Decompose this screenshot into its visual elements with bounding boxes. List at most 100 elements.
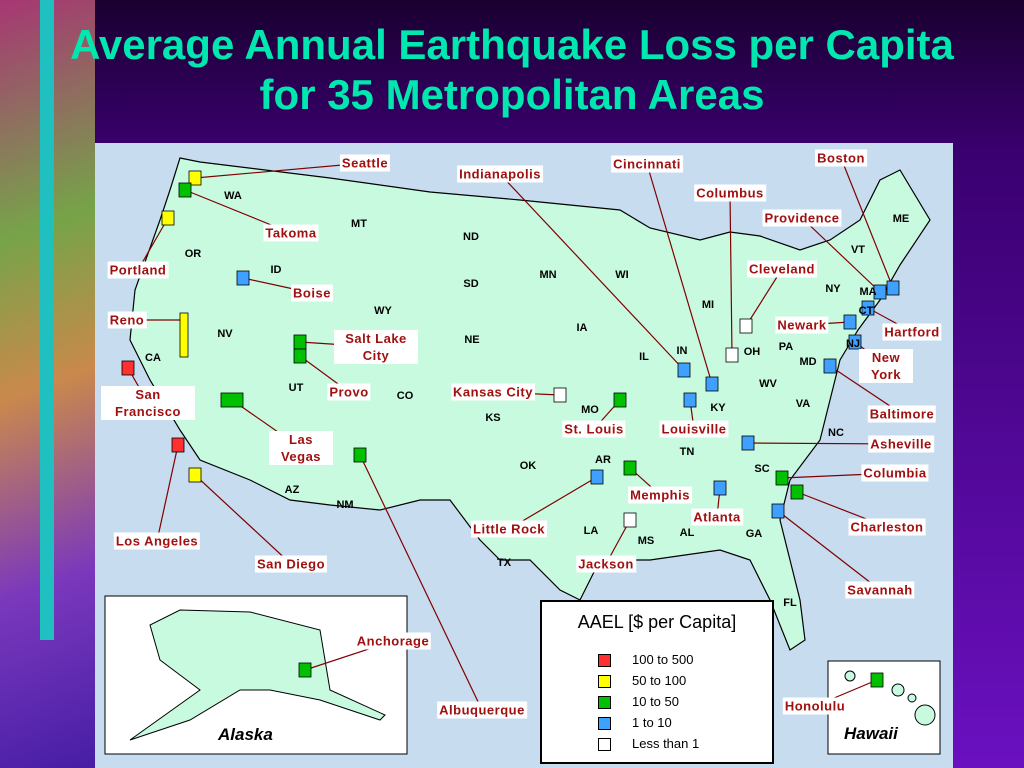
city-label: Portland bbox=[107, 261, 169, 279]
city-label: Reno bbox=[107, 311, 147, 329]
legend-label: 1 to 10 bbox=[632, 715, 672, 730]
state-label: NY bbox=[825, 283, 841, 295]
city-marker bbox=[870, 672, 884, 688]
leader-line bbox=[745, 268, 783, 327]
state-label: LA bbox=[583, 525, 599, 537]
state-label: WA bbox=[224, 190, 242, 202]
legend-label: Less than 1 bbox=[632, 736, 700, 751]
city-label: San Diego bbox=[254, 555, 328, 573]
city-label: Honolulu bbox=[782, 697, 848, 715]
legend-label: 50 to 100 bbox=[632, 673, 687, 688]
city-marker bbox=[843, 314, 857, 330]
city-label: Columbus bbox=[694, 184, 766, 202]
legend-swatch bbox=[598, 696, 611, 709]
state-label: MA bbox=[859, 286, 877, 298]
city-marker bbox=[171, 437, 185, 453]
hawaii-label: Hawaii bbox=[844, 724, 898, 743]
city-marker bbox=[293, 334, 307, 350]
city-label: Charleston bbox=[848, 518, 926, 536]
city-label: Cincinnati bbox=[611, 155, 683, 173]
state-label: MS bbox=[637, 535, 655, 547]
leader-line bbox=[801, 217, 881, 293]
city-label: San Francisco bbox=[101, 386, 195, 420]
state-label: CA bbox=[145, 352, 161, 364]
city-label: Louisville bbox=[659, 420, 729, 438]
state-label: ND bbox=[463, 231, 479, 243]
state-label: MO bbox=[581, 404, 599, 416]
state-label: VA bbox=[795, 398, 811, 410]
title: Average Annual Earthquake Loss per Capit… bbox=[70, 21, 954, 118]
decor-bar bbox=[40, 0, 54, 640]
city-marker bbox=[553, 387, 567, 403]
city-marker bbox=[790, 484, 804, 500]
state-label: FL bbox=[783, 597, 797, 609]
leader-line bbox=[729, 192, 733, 356]
state-label: WI bbox=[615, 269, 629, 281]
state-label: MD bbox=[799, 356, 817, 368]
city-marker bbox=[623, 512, 637, 528]
state-label: AZ bbox=[284, 484, 300, 496]
state-label: CO bbox=[396, 390, 414, 402]
state-label: ID bbox=[270, 264, 282, 276]
city-marker bbox=[705, 376, 719, 392]
city-label: Providence bbox=[762, 209, 842, 227]
city-label: Salt Lake City bbox=[334, 330, 418, 364]
leader-line bbox=[508, 476, 598, 530]
legend: AAEL [$ per Capita] 100 to 500 50 to 100 1… bbox=[540, 600, 774, 764]
state-label: NM bbox=[336, 499, 354, 511]
state-label: AR bbox=[595, 454, 611, 466]
city-label: Hartford bbox=[882, 323, 942, 341]
leader-line bbox=[359, 454, 483, 711]
state-label: WY bbox=[374, 305, 392, 317]
legend-label: 10 to 50 bbox=[632, 694, 679, 709]
city-marker bbox=[178, 182, 192, 198]
city-marker bbox=[161, 210, 175, 226]
city-marker bbox=[590, 469, 604, 485]
city-label: Jackson bbox=[576, 555, 636, 573]
leader-line bbox=[499, 173, 685, 371]
state-label: OR bbox=[184, 248, 202, 260]
legend-swatch bbox=[598, 738, 611, 751]
city-label: New York bbox=[859, 349, 913, 383]
city-marker bbox=[848, 334, 862, 350]
state-label: OK bbox=[519, 460, 537, 472]
city-label: Asheville bbox=[868, 435, 934, 453]
state-label: SD bbox=[463, 278, 479, 290]
city-label: Indianapolis bbox=[457, 165, 543, 183]
city-label: Seattle bbox=[339, 154, 391, 172]
city-marker bbox=[121, 360, 135, 376]
state-label: OH bbox=[743, 346, 761, 358]
city-marker bbox=[741, 435, 755, 451]
city-label: St. Louis bbox=[562, 420, 626, 438]
legend-label: 100 to 500 bbox=[632, 652, 694, 667]
state-label: VT bbox=[850, 244, 866, 256]
city-marker bbox=[873, 284, 887, 300]
city-marker bbox=[188, 467, 202, 483]
city-marker bbox=[771, 503, 785, 519]
legend-title: AAEL [$ per Capita] bbox=[577, 612, 737, 632]
leader-line bbox=[777, 510, 881, 591]
alaska-label: Alaska bbox=[218, 725, 273, 744]
city-marker bbox=[725, 347, 739, 363]
state-label: CT bbox=[858, 305, 874, 317]
leader-line bbox=[137, 217, 169, 271]
state-label: TN bbox=[679, 446, 695, 458]
city-marker bbox=[613, 392, 627, 408]
state-label: IA bbox=[576, 322, 588, 334]
city-label: Los Angeles bbox=[113, 532, 201, 550]
state-label: NV bbox=[217, 328, 233, 340]
state-label: MN bbox=[539, 269, 557, 281]
city-marker bbox=[775, 470, 789, 486]
city-label: Little Rock bbox=[471, 520, 547, 538]
city-label: Kansas City bbox=[451, 383, 535, 401]
legend-swatch bbox=[598, 675, 611, 688]
city-label: Takoma bbox=[263, 224, 319, 242]
state-label: PA bbox=[778, 341, 794, 353]
city-label: Cleveland bbox=[747, 260, 817, 278]
leader-line bbox=[156, 444, 179, 542]
city-label: Savannah bbox=[845, 581, 915, 599]
state-label: IL bbox=[639, 351, 649, 363]
city-marker bbox=[823, 358, 837, 374]
